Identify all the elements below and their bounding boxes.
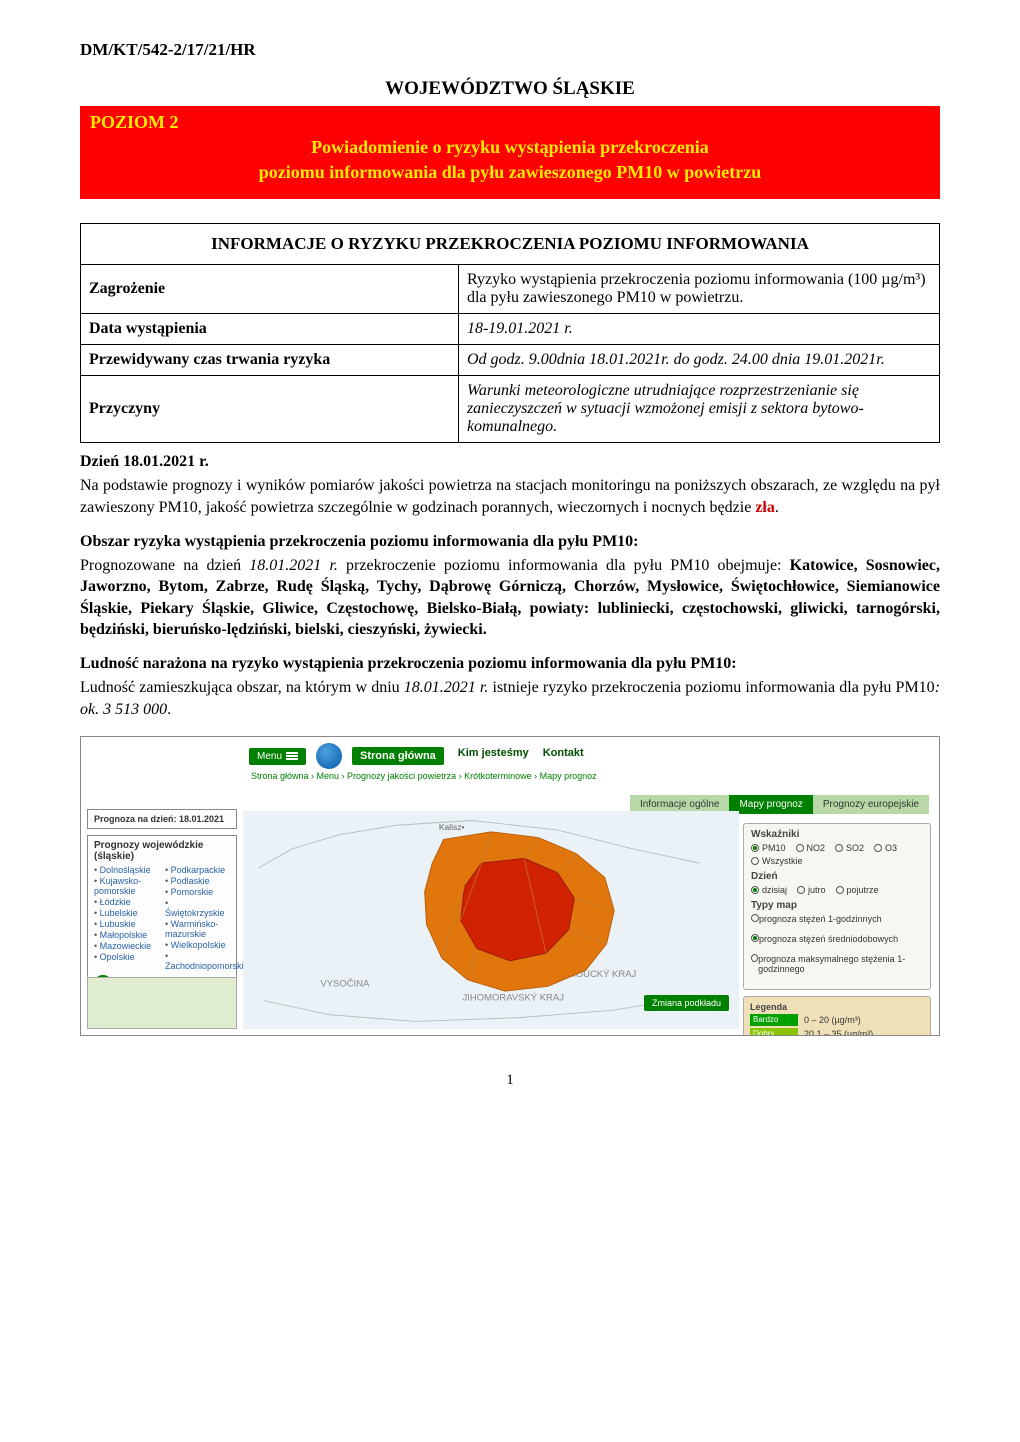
radio-option[interactable]: pojutrze [836, 885, 879, 895]
intro-paragraph: Na podstawie prognozy i wyników pomiarów… [80, 475, 940, 518]
radio-option[interactable]: prognoza maksymalnego stężenia 1-godzinn… [751, 954, 923, 974]
radio-option[interactable]: SO2 [835, 843, 864, 853]
tab-maps[interactable]: Mapy prognoz [729, 795, 812, 814]
indicators-radios: PM10 NO2 SO2 O3 Wszystkie [751, 843, 923, 866]
voiv-list-item[interactable]: Opolskie [94, 952, 159, 962]
population-paragraph: Ludność zamieszkująca obszar, na którym … [80, 677, 940, 720]
voiv-list-item[interactable]: Małopolskie [94, 930, 159, 940]
day-radios: dzisiaj jutro pojutrze [751, 885, 923, 895]
notice-title-line1: Powiadomienie o ryzyku wystąpienia przek… [311, 137, 709, 157]
legend-range: 20,1 – 35 (µg/m³) [804, 1029, 873, 1036]
radio-option[interactable]: jutro [797, 885, 826, 895]
radio-icon [835, 844, 843, 852]
notice-title: Powiadomienie o ryzyku wystąpienia przek… [90, 135, 930, 185]
notice-level: POZIOM 2 [90, 112, 930, 133]
legend-row: Bardzo dobry 0 – 20 (µg/m³) [750, 1014, 924, 1026]
map-menu-button[interactable]: Menu [249, 748, 306, 765]
radio-option[interactable]: prognoza stężeń 1-godzinnych [751, 914, 923, 924]
area-heading: Obszar ryzyka wystąpienia przekroczenia … [80, 533, 940, 551]
info-row-value: Od godz. 9.00dnia 18.01.2021r. do godz. … [458, 345, 939, 376]
info-table-header: INFORMACJE O RYZYKU PRZEKROCZENIA POZIOM… [81, 224, 940, 265]
voiv-list-item[interactable]: Lubuskie [94, 919, 159, 929]
voiv-list-item[interactable]: Świętokrzyskie [165, 898, 230, 918]
forecast-date-box: Prognoza na dzień: 18.01.2021 [87, 809, 237, 829]
radio-option[interactable]: prognoza stężeń średniodobowych [751, 934, 923, 944]
voiv-list-item[interactable]: Warmińsko-mazurskie [165, 919, 230, 939]
voiv-list-item[interactable]: Dolnośląskie [94, 865, 159, 875]
page-number: 1 [80, 1072, 940, 1089]
radio-icon [751, 934, 759, 942]
svg-text:Kalisz•: Kalisz• [439, 822, 465, 832]
legend-swatch: Bardzo dobry [750, 1014, 798, 1026]
svg-text:VYSOČINA: VYSOČINA [320, 978, 370, 989]
tab-euro[interactable]: Prognozy europejskie [813, 795, 929, 814]
info-row-value: Warunki meteorologiczne utrudniające roz… [458, 376, 939, 443]
indicators-box: Wskaźniki PM10NO2SO2O3Wszystkie Dzień dz… [743, 823, 931, 990]
legend-range: 0 – 20 (µg/m³) [804, 1015, 861, 1025]
map-screenshot: Menu Strona główna Kim jesteśmy Kontakt … [80, 736, 940, 1036]
info-table: INFORMACJE O RYZYKU PRZEKROCZENIA POZIOM… [80, 223, 940, 443]
voiv-list-item[interactable]: Mazowieckie [94, 941, 159, 951]
map-breadcrumb: Strona główna › Menu › Prognozy jakości … [251, 771, 597, 781]
radio-option[interactable]: PM10 [751, 843, 786, 853]
radio-option[interactable]: dzisiaj [751, 885, 787, 895]
area-paragraph: Prognozowane na dzień 18.01.2021 r. prze… [80, 555, 940, 641]
legend-row: Dobry 20,1 – 35 (µg/m³) [750, 1028, 924, 1036]
voiv-list-item[interactable]: Podkarpackie [165, 865, 230, 875]
reference-number: DM/KT/542-2/17/21/HR [80, 40, 940, 60]
quality-word: zła [755, 499, 775, 516]
info-row-label: Przewidywany czas trwania ryzyka [81, 345, 459, 376]
map-logo-icon [316, 743, 342, 769]
voiv-list-item[interactable]: Łódzkie [94, 897, 159, 907]
radio-icon [751, 914, 759, 922]
radio-icon [796, 844, 804, 852]
hamburger-icon [286, 751, 298, 761]
voiv-list: DolnośląskieKujawsko-pomorskieŁódzkieLub… [94, 865, 230, 971]
radio-option[interactable]: NO2 [796, 843, 826, 853]
info-row-label: Zagrożenie [81, 265, 459, 314]
voiv-list-item[interactable]: Wielkopolskie [165, 940, 230, 950]
voiv-list-item[interactable]: Podlaskie [165, 876, 230, 886]
info-row-label: Przyczyny [81, 376, 459, 443]
info-row-value: 18-19.01.2021 r. [458, 314, 939, 345]
region-title: WOJEWÓDZTWO ŚLĄSKIE [80, 78, 940, 100]
day-heading: Dzień 18.01.2021 r. [80, 453, 940, 471]
change-basemap-button[interactable]: Zmiana podkładu [644, 995, 729, 1011]
radio-icon [874, 844, 882, 852]
nav-item-contact[interactable]: Kontakt [543, 747, 584, 765]
population-heading: Ludność narażona na ryzyko wystąpienia p… [80, 655, 940, 673]
svg-text:JIHOMORAVSKÝ KRAJ: JIHOMORAVSKÝ KRAJ [463, 993, 565, 1004]
info-row-label: Data wystąpienia [81, 314, 459, 345]
radio-icon [751, 954, 758, 962]
legend-swatch: Dobry [750, 1028, 798, 1036]
voiv-list-item[interactable]: Pomorskie [165, 887, 230, 897]
radio-option[interactable]: Wszystkie [751, 856, 803, 866]
voiv-list-item[interactable]: Kujawsko-pomorskie [94, 876, 159, 896]
map-sidebar-right: Wskaźniki PM10NO2SO2O3Wszystkie Dzień dz… [743, 823, 931, 1036]
radio-option[interactable]: O3 [874, 843, 897, 853]
map-nav: Strona główna Kim jesteśmy Kontakt [352, 747, 584, 765]
voiv-list-item[interactable]: Zachodniopomorskie [165, 951, 230, 971]
nav-item-about[interactable]: Kim jesteśmy [458, 747, 529, 765]
legend-box: Legenda Bardzo dobry0 – 20 (µg/m³)Dobry2… [743, 996, 931, 1036]
radio-icon [751, 857, 759, 865]
info-row-value: Ryzyko wystąpienia przekroczenia poziomu… [458, 265, 939, 314]
radio-icon [797, 886, 805, 894]
map-topbar: Menu Strona główna Kim jesteśmy Kontakt [249, 743, 584, 769]
radio-icon [751, 844, 759, 852]
notice-title-line2: poziomu informowania dla pyłu zawieszone… [259, 162, 761, 182]
overview-minimap [87, 977, 237, 1029]
radio-icon [836, 886, 844, 894]
nav-item-home[interactable]: Strona główna [352, 747, 444, 765]
radio-icon [751, 886, 759, 894]
maptype-radios: prognoza stężeń 1-godzinnych prognoza stę… [751, 914, 923, 984]
notice-box: POZIOM 2 Powiadomienie o ryzyku wystąpie… [80, 106, 940, 199]
voiv-list-item[interactable]: Lubelskie [94, 908, 159, 918]
